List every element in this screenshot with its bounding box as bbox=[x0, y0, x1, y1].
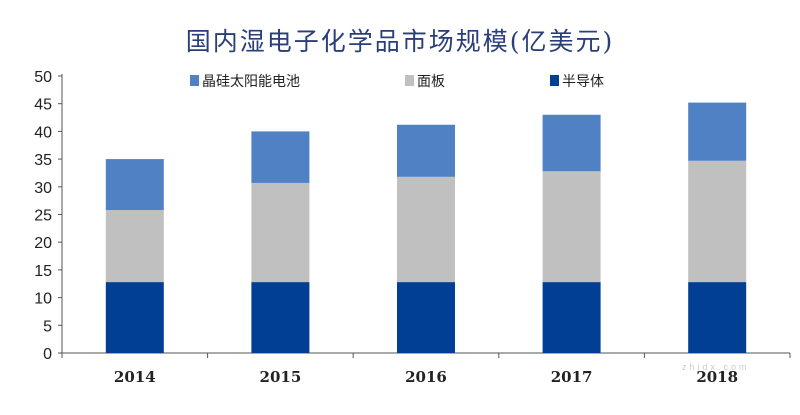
watermark: zhidx.com bbox=[682, 362, 750, 372]
bar-2017-面板 bbox=[542, 171, 601, 283]
y-tick-label: 35 bbox=[34, 152, 52, 169]
bar-2016-面板 bbox=[397, 176, 455, 283]
bar-2016-晶硅太阳能电池 bbox=[397, 124, 455, 177]
y-tick-label: 15 bbox=[34, 263, 52, 280]
y-tick-label: 40 bbox=[34, 124, 52, 141]
legend-label: 晶硅太阳能电池 bbox=[202, 74, 300, 90]
bar-2015-面板 bbox=[251, 182, 310, 283]
chart-title: 国内湿电子化学品市场规模(亿美元) bbox=[185, 27, 615, 56]
y-tick-label: 50 bbox=[34, 69, 52, 86]
y-tick-label: 25 bbox=[34, 208, 52, 225]
bar-2017-半导体 bbox=[542, 282, 601, 353]
bar-2016-半导体 bbox=[397, 282, 455, 353]
x-tick-label: 2017 bbox=[551, 368, 593, 386]
y-tick-label: 30 bbox=[34, 180, 52, 197]
legend-label: 面板 bbox=[417, 74, 445, 90]
y-tick-label: 5 bbox=[43, 318, 52, 335]
legend-label: 半导体 bbox=[562, 74, 604, 90]
x-tick-label: 2014 bbox=[114, 368, 156, 386]
bar-2017-晶硅太阳能电池 bbox=[542, 114, 601, 172]
x-tick-label: 2018 bbox=[696, 368, 738, 386]
legend-swatch bbox=[190, 75, 199, 86]
legend-swatch bbox=[550, 75, 559, 86]
y-tick-label: 20 bbox=[34, 235, 52, 252]
bar-2018-半导体 bbox=[688, 282, 747, 353]
bar-2018-晶硅太阳能电池 bbox=[688, 102, 747, 161]
legend-swatch bbox=[405, 75, 414, 86]
y-tick-label: 10 bbox=[34, 291, 52, 308]
y-tick-label: 45 bbox=[34, 97, 52, 114]
bar-2014-面板 bbox=[105, 210, 164, 283]
x-tick-label: 2015 bbox=[260, 368, 302, 386]
bar-2015-半导体 bbox=[251, 282, 310, 353]
bar-2014-半导体 bbox=[105, 282, 164, 353]
bar-2018-面板 bbox=[688, 160, 747, 283]
x-tick-label: 2016 bbox=[405, 368, 447, 386]
y-tick-label: 0 bbox=[43, 346, 52, 363]
bar-2014-晶硅太阳能电池 bbox=[105, 159, 164, 211]
bar-2015-晶硅太阳能电池 bbox=[251, 131, 310, 183]
